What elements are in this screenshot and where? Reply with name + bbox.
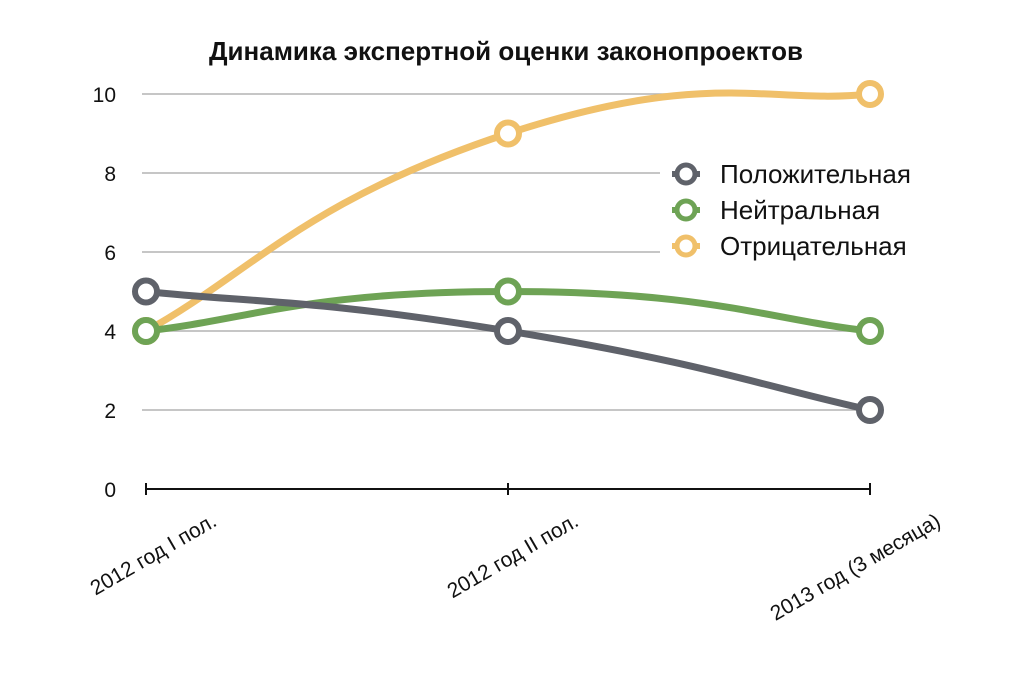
- series-2: [132, 277, 884, 345]
- y-tick-label: 6: [104, 242, 116, 265]
- legend-label: Положительная: [720, 159, 911, 189]
- data-point: [494, 277, 522, 306]
- data-point: [856, 317, 884, 345]
- y-tick-label: 8: [104, 163, 116, 186]
- legend-item: Положительная: [672, 159, 911, 189]
- series-1: [132, 277, 884, 424]
- data-point: [856, 396, 884, 424]
- y-tick-label: 10: [93, 84, 116, 107]
- y-tick-label: 0: [104, 479, 116, 502]
- series-line: [142, 288, 874, 414]
- data-point: [132, 277, 160, 306]
- legend-item: Нейтральная: [672, 195, 880, 225]
- chart-title: Динамика экспертной оценки законопроекто…: [209, 36, 803, 66]
- legend-swatch-marker: [674, 162, 698, 186]
- data-point: [494, 119, 522, 148]
- x-tick-label: 2013 год (3 месяца): [766, 509, 944, 625]
- data-point: [494, 317, 522, 345]
- legend-label: Отрицательная: [720, 231, 907, 261]
- legend-item: Отрицательная: [672, 231, 907, 261]
- legend-swatch-marker: [674, 234, 698, 258]
- legend: Положительная Нейтральная Отрицательная: [660, 148, 960, 268]
- legend-label: Нейтральная: [720, 195, 880, 225]
- y-axis-ticks: 0 2 4 6 8 10: [93, 84, 117, 502]
- data-point: [132, 317, 160, 345]
- x-axis-ticks: 2012 год I пол. 2012 год II пол. 2013 год …: [87, 483, 945, 625]
- data-point: [856, 80, 884, 108]
- legend-background: [660, 148, 960, 268]
- series-lines: [132, 80, 884, 424]
- legend-swatch-marker: [674, 198, 698, 222]
- x-tick-label: 2012 год I пол.: [87, 509, 221, 600]
- y-tick-label: 2: [104, 400, 116, 423]
- x-tick-label: 2012 год II пол.: [443, 509, 582, 603]
- y-tick-label: 4: [104, 321, 116, 344]
